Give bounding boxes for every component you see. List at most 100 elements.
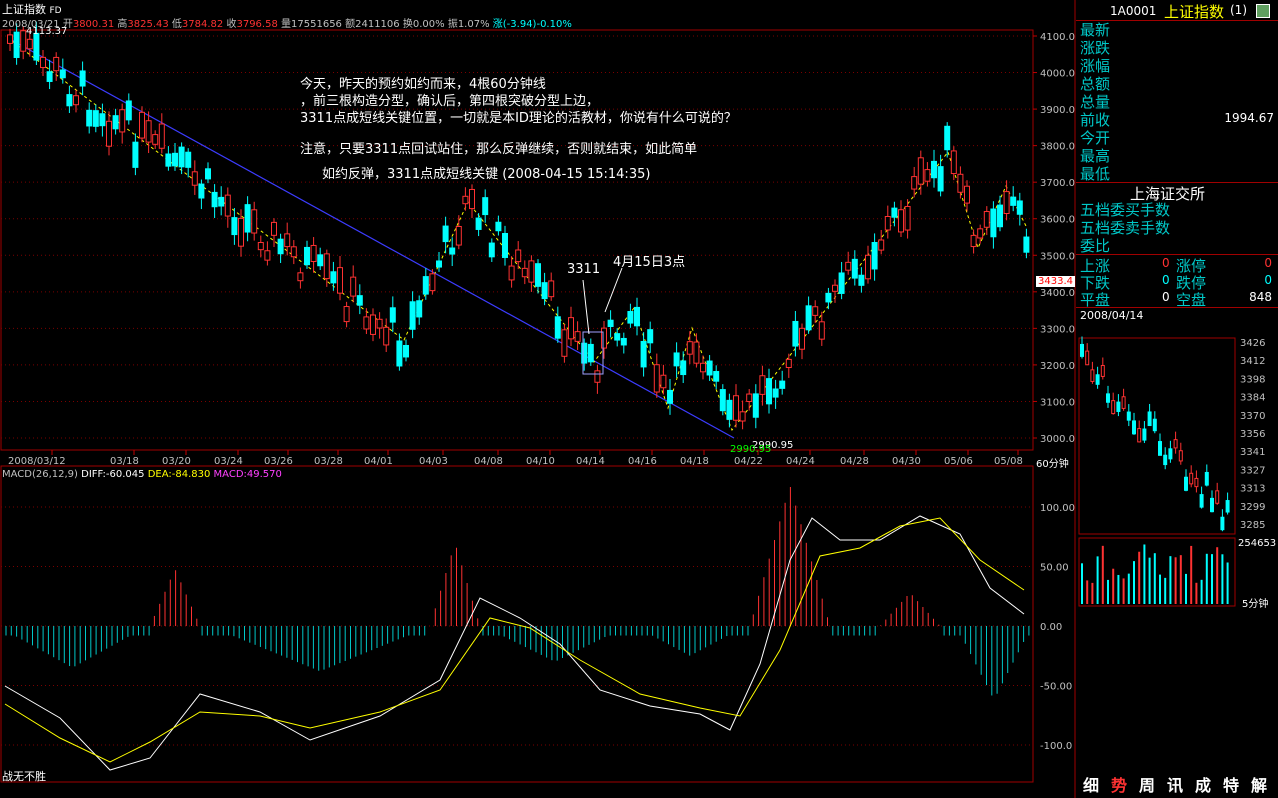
- date-tick-label: 04/08: [474, 456, 503, 467]
- candle-body: [482, 197, 489, 216]
- candle-body: [601, 327, 607, 349]
- date-tick-label: 03/20: [162, 456, 191, 467]
- mini-candle-body: [1215, 490, 1220, 504]
- candle-body: [59, 69, 66, 79]
- grid-icon[interactable]: [1256, 4, 1270, 18]
- date-tick-label: 04/03: [419, 456, 448, 467]
- change-label: 涨: [492, 19, 503, 30]
- candle-body: [957, 173, 964, 193]
- mini-candle-body: [1152, 418, 1157, 432]
- candle-body: [746, 393, 753, 403]
- quote-row: 总额: [1080, 74, 1274, 93]
- mini-candle-body: [1106, 393, 1110, 403]
- mini-candle-body: [1126, 411, 1131, 421]
- candle-body: [106, 120, 112, 147]
- tab-3[interactable]: 讯: [1166, 776, 1183, 795]
- candle-body: [139, 111, 145, 139]
- candle-body: [845, 261, 852, 271]
- price-tick-label: 3800.0: [1040, 142, 1075, 153]
- candle-body: [231, 217, 238, 236]
- candle-body: [198, 183, 205, 199]
- breadth-row: 上涨 0 涨停 0: [1080, 255, 1274, 275]
- candle-body: [66, 94, 73, 107]
- price-tick-label: 3100.0: [1040, 397, 1075, 408]
- candle-body: [429, 273, 436, 292]
- candle-body: [772, 388, 779, 398]
- candle-body: [759, 375, 766, 395]
- candle-body: [805, 305, 812, 331]
- candle-body: [977, 228, 984, 239]
- mini-period[interactable]: 5分钟: [1242, 599, 1269, 610]
- candle-body: [224, 194, 231, 217]
- mini-candle-body: [1184, 476, 1188, 491]
- exchange-label: 上海证交所: [1130, 185, 1206, 203]
- candle-body: [528, 260, 535, 283]
- mini-candle-body: [1116, 401, 1121, 412]
- candle-body: [799, 327, 805, 350]
- quote-label: 前收: [1080, 111, 1111, 129]
- mini-tick-label: 3327: [1240, 465, 1265, 476]
- candle-body: [574, 331, 581, 342]
- tab-5[interactable]: 特: [1222, 776, 1239, 795]
- candle-body: [719, 389, 726, 412]
- date-tick-label: 04/18: [680, 456, 709, 467]
- macd-tick-label: 0.00: [1040, 622, 1062, 633]
- diff-label: DIFF:: [81, 469, 106, 480]
- candle-body: [356, 295, 363, 306]
- candle-body: [858, 274, 865, 286]
- mini-candle-body: [1189, 472, 1194, 485]
- quote-label: 今开: [1080, 129, 1111, 147]
- tab-4[interactable]: 成: [1194, 776, 1211, 795]
- breadth-label: 涨停: [1176, 257, 1207, 275]
- candle-body: [970, 234, 977, 248]
- mini-tick-label: 3341: [1240, 447, 1265, 458]
- candle-body: [660, 374, 667, 389]
- macd-header: MACD(26,12,9) DIFF:-60.045 DEA:-84.830 M…: [2, 469, 282, 480]
- candle-body: [548, 280, 555, 298]
- mini-candle-body: [1158, 441, 1162, 456]
- price-grid: 4100.0 4000.0 3900.0 3800.0 3700.0 3600.0 3500…: [1, 32, 1075, 467]
- candle-body: [264, 250, 271, 261]
- diff-value: -60.045: [105, 469, 145, 480]
- candle-body: [343, 306, 350, 323]
- macd-lines: [4, 515, 1025, 771]
- annotation-line-1: 今天，昨天的预约如约而来，4根60分钟线: [300, 77, 546, 92]
- candle-body: [680, 360, 687, 376]
- tab-0[interactable]: 细: [1082, 776, 1099, 795]
- mini-chart: 3426 3412 3398 3384 3370 3356 3341 3327 3313 3299…: [1078, 336, 1265, 607]
- candle-body: [455, 226, 462, 246]
- close-label: 收: [226, 19, 237, 30]
- candle-body: [442, 225, 449, 243]
- date-tick-label: 03/24: [214, 456, 243, 467]
- tab-6[interactable]: 解: [1250, 776, 1267, 795]
- ohlc-bar: 2008/03/21 开3800.31 高3825.43 低3784.82 收3…: [2, 15, 572, 30]
- candle-body: [119, 109, 126, 133]
- candle-body: [950, 150, 957, 175]
- macd-tick-label: -50.00: [1040, 682, 1072, 693]
- dea-line: [4, 517, 1025, 763]
- candle-body: [86, 109, 93, 127]
- candle-body: [779, 380, 786, 389]
- candle-body: [898, 209, 904, 233]
- mini-price-border: [1078, 337, 1236, 535]
- tab-2[interactable]: 周: [1138, 776, 1155, 795]
- close-value: 3796.58: [236, 19, 278, 30]
- period-label[interactable]: 60分钟: [1036, 459, 1069, 470]
- candle-body: [620, 337, 627, 346]
- candle-body: [878, 239, 885, 251]
- price-panel-border: [0, 29, 1034, 451]
- volume-label: 量: [281, 19, 292, 30]
- mini-candle-body: [1100, 364, 1105, 377]
- candle-body: [541, 282, 548, 300]
- tab-1[interactable]: 势: [1110, 776, 1127, 795]
- date-tick-label: 04/28: [840, 456, 869, 467]
- candle-body: [165, 153, 172, 167]
- mini-candle-body: [1225, 500, 1230, 513]
- macd-label: MACD:: [213, 469, 247, 480]
- stock-code: 1A0001: [1110, 4, 1157, 18]
- candle-body: [409, 301, 416, 330]
- candle-body: [693, 341, 700, 364]
- candle-body: [706, 360, 713, 376]
- candle-body: [990, 208, 997, 238]
